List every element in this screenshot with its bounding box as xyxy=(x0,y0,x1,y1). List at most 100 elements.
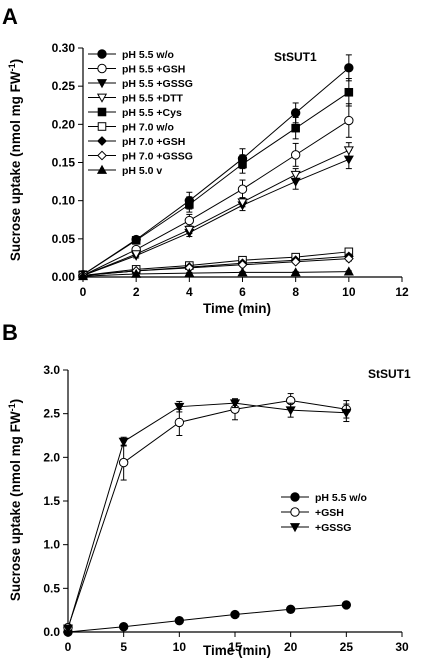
panel-b-series-line xyxy=(67,402,347,629)
panel-b-x-tick-label: 20 xyxy=(284,640,298,654)
panel-b-y-tick-label: 2.0 xyxy=(43,450,60,464)
panel-a-data-point xyxy=(343,253,354,264)
panel-a-series-line xyxy=(82,251,349,276)
panel-a-y-tick-label: 0.25 xyxy=(52,79,76,93)
panel-a-x-axis-label: Time (min) xyxy=(203,301,271,316)
panel-a-legend-label: pH 5.5 +GSSG xyxy=(122,78,193,90)
panel-a-x-tick-label: 4 xyxy=(186,285,193,299)
panel-a-data-point xyxy=(291,123,300,133)
panel-a-data-point xyxy=(344,63,354,73)
panel-a-y-tick-label: 0.15 xyxy=(52,156,76,170)
panel-a-legend-marker xyxy=(96,79,108,89)
panel-a-series-line xyxy=(82,258,349,276)
panel-a-y-tick-label: 0.00 xyxy=(52,270,76,284)
panel-a-series-line xyxy=(82,158,350,276)
panel-b-series-line xyxy=(67,400,347,628)
panel-a-data-point xyxy=(237,184,248,194)
panel-b-x-tick-label: 30 xyxy=(395,640,409,654)
panel-b-y-tick-label: 0.0 xyxy=(43,625,60,639)
panel-a-y-tick-label: 0.20 xyxy=(52,117,76,131)
panel-a-x-tick-label: 6 xyxy=(239,285,246,299)
panel-a-x-tick-label: 2 xyxy=(133,285,140,299)
panel-b-x-tick-label: 5 xyxy=(120,640,127,654)
panel-b-legend-marker xyxy=(290,507,300,517)
panel-b-x-tick-label: 0 xyxy=(65,640,72,654)
panel-a-y-tick-label: 0.05 xyxy=(52,232,76,246)
panel-a-data-point xyxy=(184,225,195,235)
panel-b-data-point xyxy=(118,622,129,632)
panel-a-data-point xyxy=(237,198,248,208)
panel-b-data-point xyxy=(230,609,240,620)
panel-a: A StSUT1 Sucrose uptake (nmol mg FW-1) T… xyxy=(2,4,409,316)
panel-a-data-point xyxy=(343,266,354,276)
panel-a-x-tick-label: 0 xyxy=(80,285,87,299)
panel-a-data-point xyxy=(344,115,354,126)
panel-a-data-point xyxy=(290,267,301,277)
panel-a-data-point xyxy=(290,256,301,267)
panel-a-y-tick-label: 0.30 xyxy=(52,41,76,55)
panel-b-legend-label: +GSSG xyxy=(315,522,351,534)
panel-b-data-point xyxy=(341,408,352,419)
panel-a-legend-marker xyxy=(97,49,107,59)
panel-a-legend-label: pH 5.0 v xyxy=(122,165,162,177)
panel-b-data-point xyxy=(118,457,129,468)
panel-b-title: StSUT1 xyxy=(368,367,411,381)
panel-a-y-axis-label: Sucrose uptake (nmol mg FW-1) xyxy=(7,59,23,261)
panel-b-legend-marker xyxy=(290,492,300,502)
panel-a-data-point xyxy=(185,200,194,209)
panel-a-data-point xyxy=(184,267,195,278)
panel-b-x-tick-label: 15 xyxy=(228,640,242,654)
panel-a-legend-marker xyxy=(97,63,107,74)
panel-a-data-point xyxy=(237,267,248,277)
panel-a-data-point xyxy=(131,250,142,260)
panel-a-x-tick-label: 12 xyxy=(395,285,409,299)
panel-b-legend-marker xyxy=(289,523,301,533)
panel-a-data-point xyxy=(290,108,301,118)
panel-b-series-line xyxy=(67,604,347,633)
panel-a-legend-label: pH 5.5 +DTT xyxy=(122,93,184,105)
panel-b-legend-label: pH 5.5 w/o xyxy=(315,492,367,504)
panel-a-x-tick-label: 10 xyxy=(342,285,356,299)
panel-b-legend-label: +GSH xyxy=(315,507,344,519)
panel-b-data-point xyxy=(229,399,241,409)
panel-b-x-tick-label: 25 xyxy=(340,640,354,654)
panel-a-data-point xyxy=(290,170,301,180)
panel-b: B StSUT1 Sucrose uptake (nmol mg FW-1) T… xyxy=(2,320,411,658)
panel-a-data-point xyxy=(290,150,301,160)
panel-b-y-tick-label: 0.5 xyxy=(43,581,60,595)
panel-a-legend-marker xyxy=(97,150,107,161)
panel-a-legend-marker xyxy=(97,107,107,117)
panel-b-x-tick-label: 10 xyxy=(173,640,187,654)
panel-a-legend-marker xyxy=(96,164,108,174)
panel-a-legend-label: pH 5.5 +Cys xyxy=(122,107,182,119)
panel-b-x-axis-label: Time (min) xyxy=(203,643,271,658)
panel-a-data-point xyxy=(343,146,354,156)
panel-a-legend-label: pH 5.5 w/o xyxy=(122,49,174,61)
panel-b-data-point xyxy=(174,402,185,412)
panel-b-y-tick-label: 3.0 xyxy=(43,363,60,377)
panel-a-legend-marker xyxy=(97,136,107,146)
panel-a-legend-label: pH 5.5 +GSH xyxy=(122,64,185,76)
panel-b-data-point xyxy=(341,600,352,610)
panel-a-series-line xyxy=(82,120,350,276)
panel-a-title: StSUT1 xyxy=(274,50,317,64)
panel-a-legend-label: pH 7.0 +GSSG xyxy=(122,151,193,163)
panel-b-y-tick-label: 1.5 xyxy=(43,494,60,508)
panel-b-letter: B xyxy=(2,320,18,345)
panel-b-data-point xyxy=(174,417,185,428)
panel-a-data-point xyxy=(238,159,247,169)
panel-a-data-point xyxy=(184,215,195,226)
panel-a-data-point xyxy=(77,271,89,281)
panel-a-series-line xyxy=(82,271,349,277)
panel-a-x-tick-label: 8 xyxy=(292,285,299,299)
panel-a-data-point xyxy=(344,87,354,97)
panel-b-data-point xyxy=(285,406,296,416)
panel-a-data-point xyxy=(131,236,141,245)
panel-b-data-point xyxy=(174,615,185,626)
panel-a-y-tick-label: 0.10 xyxy=(52,194,76,208)
panel-a-legend-label: pH 7.0 +GSH xyxy=(122,136,185,148)
panel-a-data-point xyxy=(131,268,142,278)
panel-a-series-line xyxy=(82,67,350,276)
panel-a-legend-marker xyxy=(97,122,107,131)
